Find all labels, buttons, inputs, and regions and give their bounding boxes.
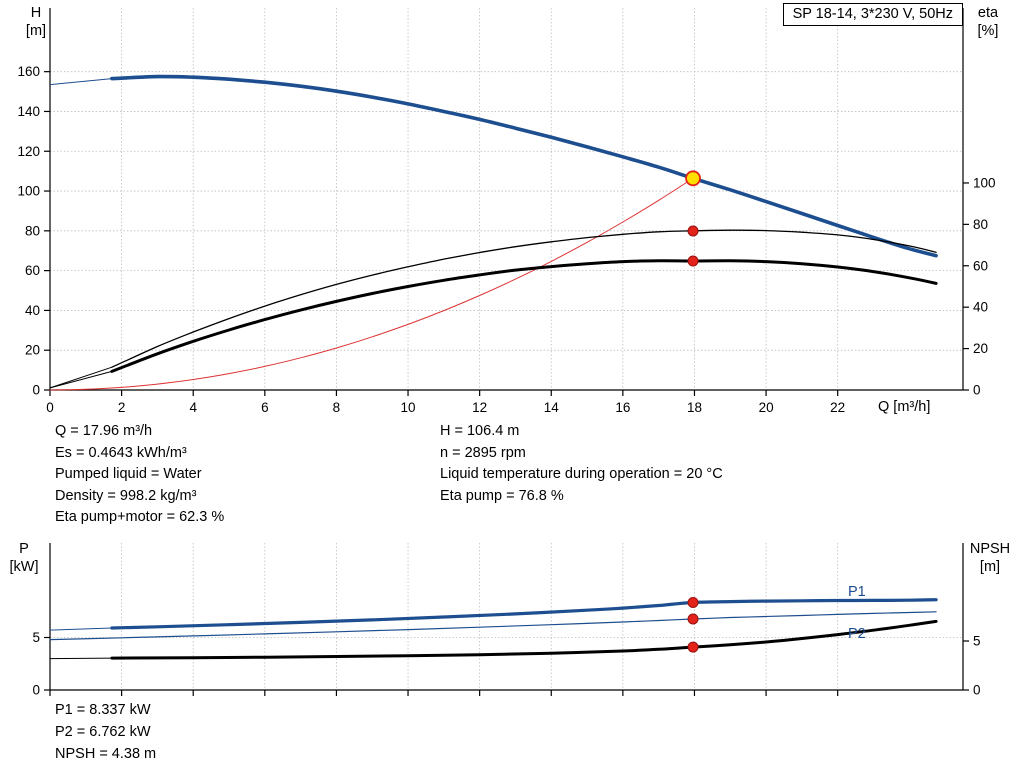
svg-text:20: 20	[973, 341, 988, 356]
svg-text:0: 0	[32, 383, 40, 398]
svg-text:20: 20	[25, 343, 40, 358]
p-axis-title-unit: [kW]	[9, 559, 39, 575]
svg-text:22: 22	[830, 400, 845, 415]
svg-text:0: 0	[46, 400, 54, 415]
svg-text:0: 0	[973, 683, 981, 698]
svg-text:10: 10	[401, 400, 416, 415]
svg-text:0: 0	[32, 683, 40, 698]
svg-text:5: 5	[32, 630, 40, 645]
p-axis-title: P [kW]	[0, 540, 48, 576]
svg-text:12: 12	[472, 400, 487, 415]
duty-info-right-column: H = 106.4 m n = 2895 rpm Liquid temperat…	[440, 421, 723, 507]
svg-text:160: 160	[17, 64, 40, 79]
svg-text:6: 6	[261, 400, 269, 415]
svg-text:100: 100	[17, 184, 40, 199]
svg-text:2: 2	[118, 400, 126, 415]
info-specific-energy: Es = 0.4643 kWh/m³	[55, 444, 187, 461]
eta-axis-title-unit: [%]	[977, 23, 999, 39]
q-axis-label: Q [m³/h]	[878, 399, 931, 415]
h-axis-title-unit: [m]	[25, 23, 47, 39]
svg-text:120: 120	[17, 144, 40, 159]
npsh-axis-title-unit: [m]	[979, 559, 1001, 575]
info-eta-pump-motor: Eta pump+motor = 62.3 %	[55, 509, 225, 525]
svg-text:4: 4	[189, 400, 197, 415]
info-eta-pump: Eta pump = 76.8 %	[440, 487, 564, 504]
svg-text:140: 140	[17, 104, 40, 119]
svg-text:16: 16	[615, 400, 630, 415]
info-head: H = 106.4 m	[440, 423, 520, 439]
svg-text:100: 100	[973, 175, 996, 190]
p1-curve-label: P1	[848, 584, 866, 600]
power-info-column: P1 = 8.337 kW P2 = 6.762 kW NPSH = 4.38 …	[55, 699, 156, 765]
info-npsh: NPSH = 4.38 m	[55, 746, 157, 762]
h-axis-title: H [m]	[14, 4, 58, 40]
info-speed: n = 2895 rpm	[440, 444, 526, 461]
info-density: Density = 998.2 kg/m³	[55, 487, 197, 504]
info-liquid-temperature: Liquid temperature during operation = 20…	[440, 466, 723, 482]
p2-curve-label: P2	[848, 626, 866, 642]
h-axis-title-symbol: H	[30, 5, 42, 21]
svg-text:60: 60	[25, 263, 40, 278]
svg-text:18: 18	[687, 400, 702, 415]
svg-text:5: 5	[973, 634, 981, 649]
svg-text:0: 0	[973, 383, 981, 398]
svg-text:20: 20	[759, 400, 774, 415]
svg-text:8: 8	[333, 400, 341, 415]
eta-axis-title: eta [%]	[962, 4, 1014, 40]
svg-text:14: 14	[544, 400, 560, 415]
info-flow: Q = 17.96 m³/h	[55, 423, 153, 439]
svg-text:40: 40	[25, 303, 40, 318]
p-axis-title-symbol: P	[19, 541, 29, 557]
info-p2: P2 = 6.762 kW	[55, 724, 151, 740]
svg-text:80: 80	[973, 217, 988, 232]
info-pumped-liquid: Pumped liquid = Water	[55, 466, 202, 482]
npsh-axis-title-symbol: NPSH	[969, 541, 1011, 557]
svg-text:40: 40	[973, 300, 988, 315]
svg-text:60: 60	[973, 258, 988, 273]
eta-axis-title-symbol: eta	[977, 5, 999, 21]
npsh-axis-title: NPSH [m]	[958, 540, 1022, 576]
pump-model-title: SP 18-14, 3*230 V, 50Hz	[782, 3, 963, 26]
duty-info-left-column: Q = 17.96 m³/h Es = 0.4643 kWh/m³ Pumped…	[55, 421, 224, 529]
info-p1: P1 = 8.337 kW	[55, 702, 151, 718]
svg-text:80: 80	[25, 223, 40, 238]
